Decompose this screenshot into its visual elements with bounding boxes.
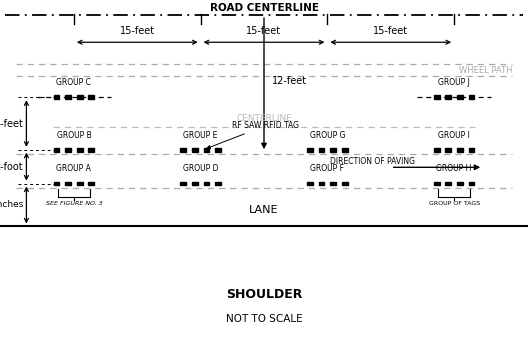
Text: GROUP OF TAGS: GROUP OF TAGS (429, 201, 479, 206)
Bar (203, 182, 209, 185)
Text: GROUP F: GROUP F (310, 164, 344, 173)
Bar (469, 182, 475, 185)
Text: 15-feet: 15-feet (373, 26, 408, 36)
Text: SHOULDER: SHOULDER (226, 288, 302, 300)
Bar (215, 182, 221, 185)
Bar (65, 148, 71, 151)
Text: GROUP J: GROUP J (438, 78, 470, 87)
Bar (89, 96, 95, 99)
Bar (342, 182, 348, 185)
Bar (77, 182, 83, 185)
Bar (77, 96, 83, 99)
Bar (54, 182, 60, 185)
Bar (180, 148, 186, 151)
Bar (446, 96, 451, 99)
Bar (65, 182, 71, 185)
Text: GROUP B: GROUP B (56, 130, 91, 140)
Bar (203, 148, 209, 151)
Bar (77, 148, 83, 151)
Text: DIRECTION OF PAVING: DIRECTION OF PAVING (330, 156, 415, 166)
Text: NOT TO SCALE: NOT TO SCALE (225, 314, 303, 324)
Bar (89, 182, 95, 185)
Text: 15-feet: 15-feet (120, 26, 155, 36)
Bar (192, 148, 197, 151)
Bar (215, 148, 221, 151)
Text: GROUP D: GROUP D (183, 164, 219, 173)
Bar (434, 96, 439, 99)
Bar (180, 182, 186, 185)
Bar (446, 148, 451, 151)
Text: 8-inches: 8-inches (0, 200, 24, 210)
Bar (434, 148, 439, 151)
Text: 4-feet: 4-feet (0, 119, 24, 128)
Text: WHEEL PATH: WHEEL PATH (459, 66, 512, 75)
Bar (457, 182, 463, 185)
Bar (469, 96, 475, 99)
Text: SEE FIGURE NO. 3: SEE FIGURE NO. 3 (45, 201, 102, 206)
Text: 12-feet: 12-feet (272, 76, 307, 86)
Bar (342, 148, 348, 151)
Bar (307, 182, 313, 185)
Bar (192, 182, 197, 185)
Text: 1-foot: 1-foot (0, 162, 24, 172)
Text: CENTERLINE: CENTERLINE (236, 114, 292, 123)
Text: LANE: LANE (249, 206, 279, 215)
Text: GROUP H: GROUP H (437, 164, 472, 173)
Bar (54, 96, 60, 99)
Text: GROUP G: GROUP G (309, 130, 345, 140)
Text: 15-feet: 15-feet (247, 26, 281, 36)
Bar (457, 148, 463, 151)
Bar (65, 96, 71, 99)
Bar (457, 96, 463, 99)
Text: GROUP E: GROUP E (183, 130, 218, 140)
Text: ROAD CENTERLINE: ROAD CENTERLINE (210, 2, 318, 13)
Text: RF SAW RFID TAG: RF SAW RFID TAG (207, 121, 299, 149)
Bar (319, 182, 324, 185)
Text: GROUP A: GROUP A (56, 164, 91, 173)
Text: GROUP I: GROUP I (438, 130, 470, 140)
Bar (469, 148, 475, 151)
Bar (89, 148, 95, 151)
Bar (307, 148, 313, 151)
Bar (331, 148, 336, 151)
Bar (54, 148, 60, 151)
Bar (434, 182, 439, 185)
Text: GROUP C: GROUP C (56, 78, 91, 87)
Bar (331, 182, 336, 185)
Bar (319, 148, 324, 151)
Bar (446, 182, 451, 185)
